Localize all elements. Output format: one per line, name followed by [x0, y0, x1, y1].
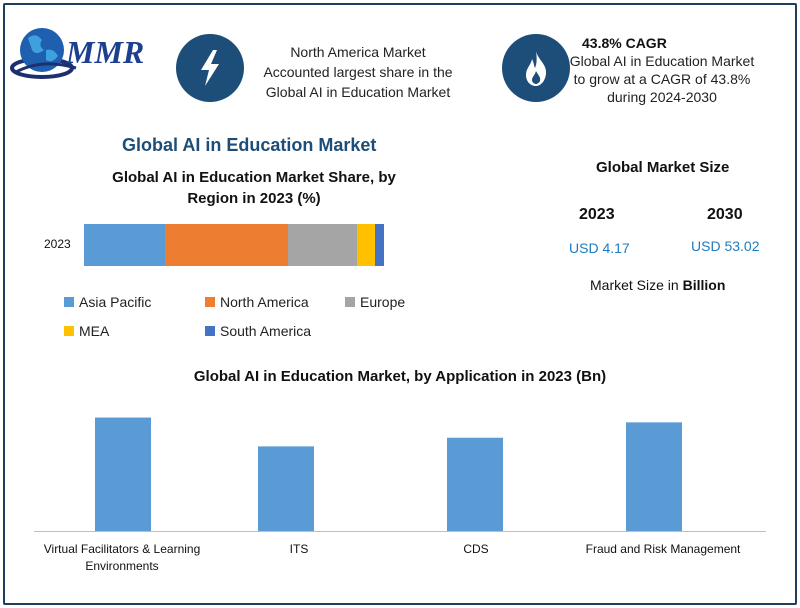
- mmr-logo: [10, 20, 160, 90]
- value-2023: USD 4.17: [569, 240, 630, 256]
- globe-icon: [10, 28, 77, 79]
- flame-icon: [502, 34, 570, 102]
- region-chart-category-label: 2023: [44, 237, 71, 251]
- region-chart-title: Global AI in Education Market Share, by …: [112, 169, 396, 207]
- legend-north-america: North America: [205, 294, 309, 310]
- legend-label: South America: [220, 323, 312, 339]
- logo-text: MMR: [66, 34, 145, 70]
- lightning-icon: [176, 34, 244, 102]
- bar-3: [447, 437, 503, 531]
- category-label-its: ITS: [289, 542, 309, 556]
- bar-2: [258, 446, 314, 531]
- legend-swatch: [64, 326, 74, 336]
- category-label-fraud-risk: Fraud and Risk Management: [585, 542, 741, 556]
- bar-segment-mea: [357, 224, 375, 266]
- outer-frame: [3, 3, 797, 605]
- legend-asia-pacific: Asia Pacific: [64, 294, 151, 310]
- legend-swatch: [64, 297, 74, 307]
- legend-mea: MEA: [64, 323, 109, 339]
- bar-segment-asia-pacific: [84, 224, 165, 266]
- note-prefix: Market Size in: [590, 277, 683, 293]
- north-america-note: North America Market Accounted largest s…: [263, 44, 453, 100]
- application-bar-chart: [34, 417, 766, 532]
- legend-label: Asia Pacific: [79, 294, 152, 310]
- section-title: Global AI in Education Market: [122, 135, 377, 155]
- bar-segment-europe: [288, 224, 357, 266]
- market-size-note: Market Size in Billion: [590, 277, 725, 293]
- market-size-title: Global Market Size: [596, 159, 730, 176]
- legend-label: Europe: [360, 294, 406, 310]
- year-2030: 2030: [707, 206, 743, 223]
- legend-south-america: South America: [205, 323, 311, 339]
- year-2023: 2023: [579, 206, 615, 223]
- legend-europe: Europe: [345, 294, 405, 310]
- legend-swatch: [345, 297, 355, 307]
- value-2030: USD 53.02: [691, 238, 760, 254]
- bar-segment-north-america: [165, 224, 288, 266]
- note-unit: Billion: [682, 277, 726, 293]
- bar-4: [626, 422, 682, 531]
- bar-segment-south-america: [375, 224, 384, 266]
- bar-1: [95, 417, 151, 531]
- region-stacked-bar: [84, 224, 384, 266]
- legend-swatch: [205, 297, 215, 307]
- legend-swatch: [205, 326, 215, 336]
- application-chart-title: Global AI in Education Market, by Applic…: [193, 368, 607, 385]
- category-label-virtual-facilitators: Virtual Facilitators & Learning Environm…: [43, 542, 201, 573]
- legend-label: MEA: [79, 323, 110, 339]
- cagr-title: 43.8% CAGR: [582, 35, 667, 51]
- cagr-note: Global AI in Education Market to grow at…: [569, 53, 755, 105]
- legend-label: North America: [220, 294, 309, 310]
- category-label-cds: CDS: [463, 542, 489, 556]
